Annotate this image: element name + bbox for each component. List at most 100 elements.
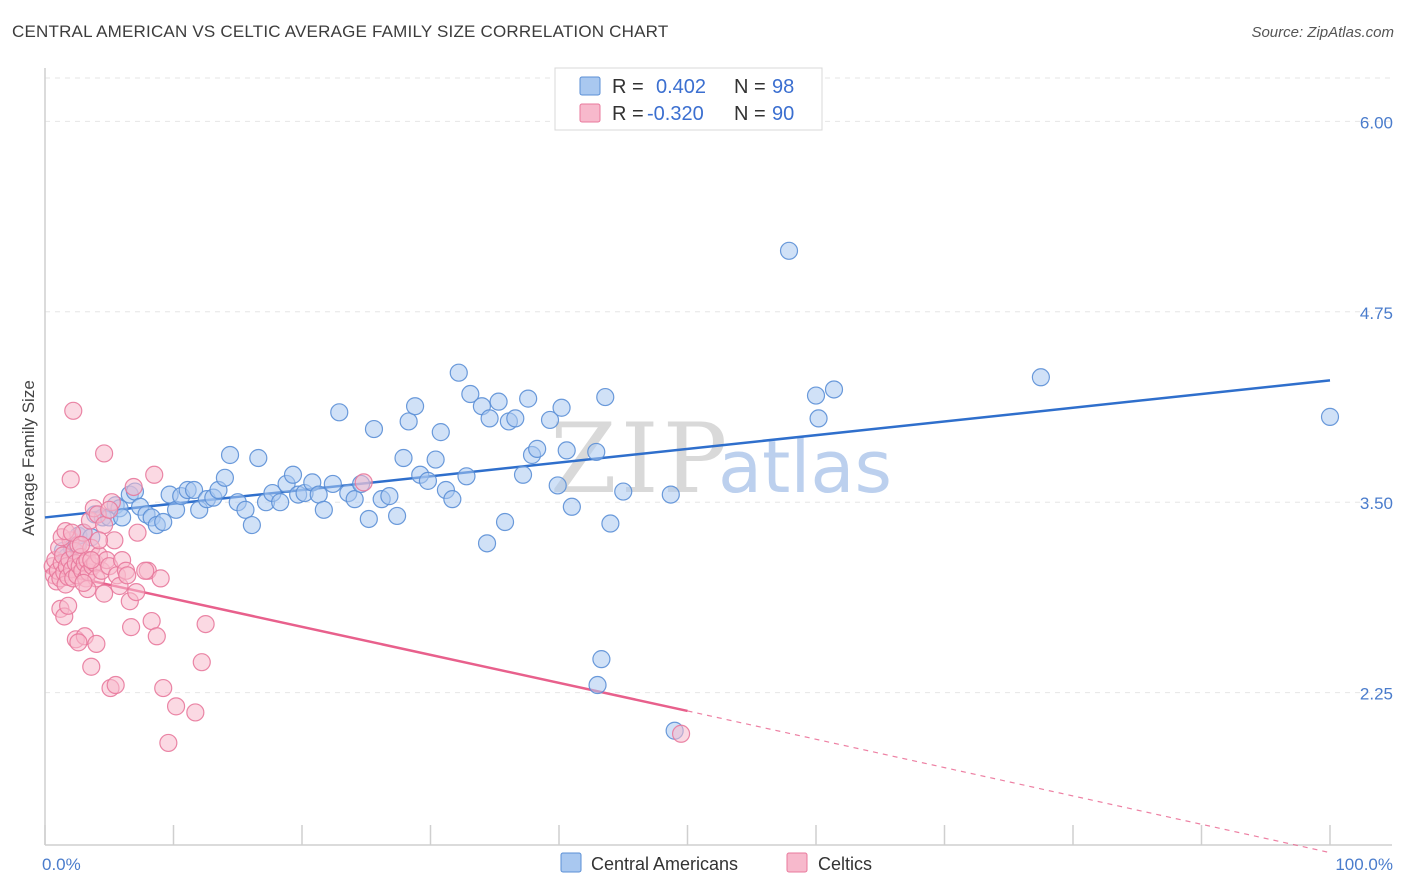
point-central-american-91 (824, 380, 844, 399)
legend-n-value-blue: 98 (772, 76, 794, 98)
point-central-american-43 (309, 485, 328, 504)
point-celtic-64 (87, 634, 106, 653)
point-central-american-34 (249, 448, 268, 468)
point-central-american-54 (387, 506, 407, 526)
legend-n-label-blue: N = (734, 76, 766, 98)
point-celtic-88 (127, 582, 146, 602)
point-celtic-76 (95, 444, 114, 463)
point-central-american-51 (364, 419, 384, 439)
point-central-american-82 (477, 534, 497, 553)
point-central-american-76 (528, 439, 547, 458)
point-central-american-48 (345, 490, 364, 509)
point-central-american-57 (405, 397, 425, 416)
trend-line-central-americans (44, 379, 1331, 519)
point-central-american-79 (552, 398, 571, 417)
point-celtic-71 (159, 733, 178, 753)
x-tick-labels: 0.0% 100.0% (42, 855, 1393, 874)
legend-n-label-pink: N = (734, 103, 766, 125)
chart-source: Source: ZipAtlas.com (1251, 24, 1394, 41)
point-celtic-42 (105, 531, 124, 550)
point-central-american-64 (449, 363, 468, 382)
point-central-american-66 (461, 384, 480, 404)
y-tick-label-2: 4.75 (1360, 304, 1393, 323)
point-central-american-68 (480, 409, 499, 428)
point-central-american-37 (271, 493, 290, 512)
series-legend-label-blue: Central Americans (591, 854, 738, 874)
correlation-legend: R = 0.402 N = 98 R = -0.320 N = 90 (554, 67, 823, 131)
point-celtic-38 (95, 515, 114, 535)
trend-line-celtics-extrapolated (687, 710, 1331, 854)
point-central-american-92 (1031, 368, 1050, 387)
legend-r-label-blue: R = (612, 76, 644, 98)
point-central-american-90 (809, 409, 828, 428)
point-celtic-86 (100, 500, 119, 519)
watermark-zip: ZIP (550, 403, 731, 515)
y-axis-label: Average Family Size (19, 380, 38, 536)
point-celtic-84 (82, 550, 101, 570)
point-celtic-79 (671, 724, 691, 743)
point-central-american-63 (443, 490, 462, 509)
point-central-american-59 (418, 471, 438, 490)
point-central-american-77 (540, 410, 560, 430)
point-central-american-72 (506, 409, 525, 428)
point-celtic-69 (136, 561, 155, 580)
point-central-american-86 (614, 482, 633, 501)
point-celtic-53 (151, 569, 170, 588)
point-celtic-49 (128, 523, 147, 542)
y-tick-label-1: 3.50 (1360, 494, 1393, 513)
series-legend: Central Americans Celtics (560, 852, 872, 874)
point-central-american-94 (588, 675, 607, 695)
point-central-american-33 (242, 515, 261, 535)
point-celtic-65 (95, 584, 114, 603)
point-central-american-88 (779, 241, 799, 260)
point-celtic-67 (106, 675, 125, 695)
point-celtic-51 (142, 611, 161, 631)
axes (44, 68, 1392, 846)
legend-r-value-pink: -0.320 (647, 103, 704, 125)
y-tick-label-0: 2.25 (1360, 685, 1393, 704)
legend-n-value-pink: 90 (772, 103, 794, 125)
point-celtic-87 (118, 566, 137, 585)
point-central-american-53 (380, 487, 399, 506)
point-central-american-29 (215, 468, 234, 487)
point-celtic-83 (71, 535, 91, 554)
point-central-american-61 (431, 423, 450, 442)
point-central-american-93 (1320, 407, 1340, 426)
point-central-american-84 (596, 387, 615, 407)
legend-r-value-blue: 0.402 (656, 76, 706, 98)
gridlines (45, 77, 1392, 694)
point-central-american-78 (548, 476, 567, 495)
point-central-american-80 (557, 441, 576, 460)
legend-swatch-pink (579, 103, 601, 123)
point-central-american-74 (519, 389, 538, 408)
point-central-american-46 (330, 403, 349, 422)
point-central-american-55 (394, 448, 413, 468)
series-legend-swatch-blue (560, 852, 582, 873)
point-central-american-70 (495, 512, 515, 532)
point-central-american-19 (154, 512, 173, 532)
point-celtic-61 (69, 633, 88, 652)
point-central-american-44 (314, 500, 333, 519)
point-celtic-82 (62, 523, 82, 542)
series-legend-swatch-pink (786, 852, 808, 873)
point-central-american-50 (359, 509, 378, 529)
point-celtic-74 (192, 653, 211, 672)
x-tick-label-0: 0.0% (42, 855, 81, 874)
point-celtic-55 (61, 470, 80, 489)
point-central-american-69 (489, 392, 508, 411)
point-central-american-32 (236, 500, 255, 519)
point-celtic-63 (82, 657, 101, 676)
series-legend-label-pink: Celtics (818, 854, 872, 874)
point-celtic-60 (59, 596, 78, 615)
point-central-american-89 (806, 386, 826, 405)
point-central-american-56 (399, 412, 418, 431)
trend-lines (44, 379, 1331, 854)
point-celtic-77 (64, 401, 83, 420)
point-celtic-78 (354, 473, 373, 492)
point-celtic-52 (147, 627, 166, 646)
point-central-american-85 (601, 514, 620, 533)
legend-r-label-pink: R = (612, 103, 644, 125)
x-tick-label-1: 100.0% (1335, 855, 1393, 874)
watermark-atlas: atlas (718, 425, 892, 509)
